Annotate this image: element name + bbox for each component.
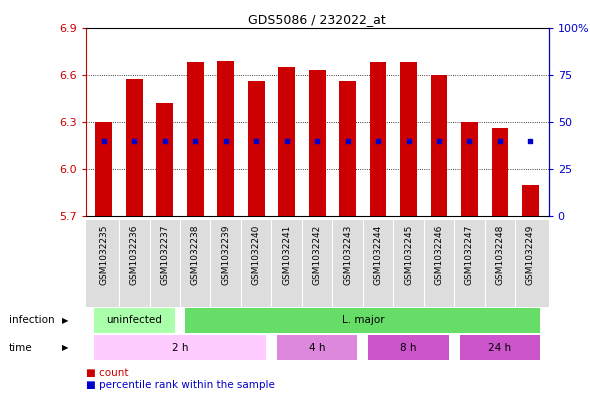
Text: L. major: L. major <box>342 315 384 325</box>
Point <box>313 138 322 144</box>
Text: GSM1032238: GSM1032238 <box>191 224 200 285</box>
Bar <box>277 335 358 360</box>
Bar <box>370 62 386 216</box>
Text: GSM1032244: GSM1032244 <box>373 224 382 285</box>
Text: GSM1032235: GSM1032235 <box>99 224 109 285</box>
Bar <box>522 185 539 216</box>
Bar <box>94 335 266 360</box>
Text: ▶: ▶ <box>62 343 68 352</box>
Point <box>465 138 474 144</box>
Text: GSM1032249: GSM1032249 <box>526 224 535 285</box>
Bar <box>96 122 112 216</box>
Text: time: time <box>9 343 32 353</box>
Text: 8 h: 8 h <box>400 343 417 353</box>
Bar <box>309 70 326 216</box>
Point <box>221 138 231 144</box>
Text: uninfected: uninfected <box>106 315 162 325</box>
Point <box>434 138 444 144</box>
Text: ▶: ▶ <box>62 316 68 325</box>
Point <box>373 138 383 144</box>
Text: GSM1032241: GSM1032241 <box>282 224 291 285</box>
Bar <box>248 81 264 216</box>
Title: GDS5086 / 232022_at: GDS5086 / 232022_at <box>248 13 386 26</box>
Point <box>160 138 169 144</box>
Point <box>191 138 200 144</box>
Bar <box>185 308 540 332</box>
Bar <box>400 62 417 216</box>
Bar <box>431 75 447 216</box>
Text: GSM1032243: GSM1032243 <box>343 224 352 285</box>
Point <box>495 138 504 144</box>
Text: GSM1032248: GSM1032248 <box>496 224 504 285</box>
Bar <box>461 122 478 216</box>
Bar <box>94 308 175 332</box>
Text: GSM1032236: GSM1032236 <box>130 224 139 285</box>
Point <box>526 138 535 144</box>
Bar <box>187 62 204 216</box>
Bar <box>460 335 540 360</box>
Text: GSM1032240: GSM1032240 <box>252 224 261 285</box>
Point <box>130 138 139 144</box>
Text: GSM1032237: GSM1032237 <box>160 224 169 285</box>
Bar <box>278 67 295 216</box>
Text: 4 h: 4 h <box>309 343 325 353</box>
Point <box>343 138 352 144</box>
Bar <box>339 81 356 216</box>
Text: 2 h: 2 h <box>172 343 188 353</box>
Text: infection: infection <box>9 315 54 325</box>
Point <box>282 138 291 144</box>
Bar <box>491 128 509 216</box>
Point <box>99 138 109 144</box>
Bar <box>217 61 234 216</box>
Text: ■ percentile rank within the sample: ■ percentile rank within the sample <box>86 380 274 390</box>
Bar <box>368 335 449 360</box>
Text: GSM1032239: GSM1032239 <box>221 224 230 285</box>
Point <box>404 138 413 144</box>
Text: GSM1032247: GSM1032247 <box>465 224 474 285</box>
Bar <box>156 103 173 216</box>
Text: ■ count: ■ count <box>86 367 128 378</box>
Text: GSM1032242: GSM1032242 <box>313 224 322 285</box>
Point <box>251 138 261 144</box>
Text: GSM1032245: GSM1032245 <box>404 224 413 285</box>
Text: GSM1032246: GSM1032246 <box>434 224 444 285</box>
Bar <box>126 79 143 216</box>
Text: 24 h: 24 h <box>489 343 512 353</box>
